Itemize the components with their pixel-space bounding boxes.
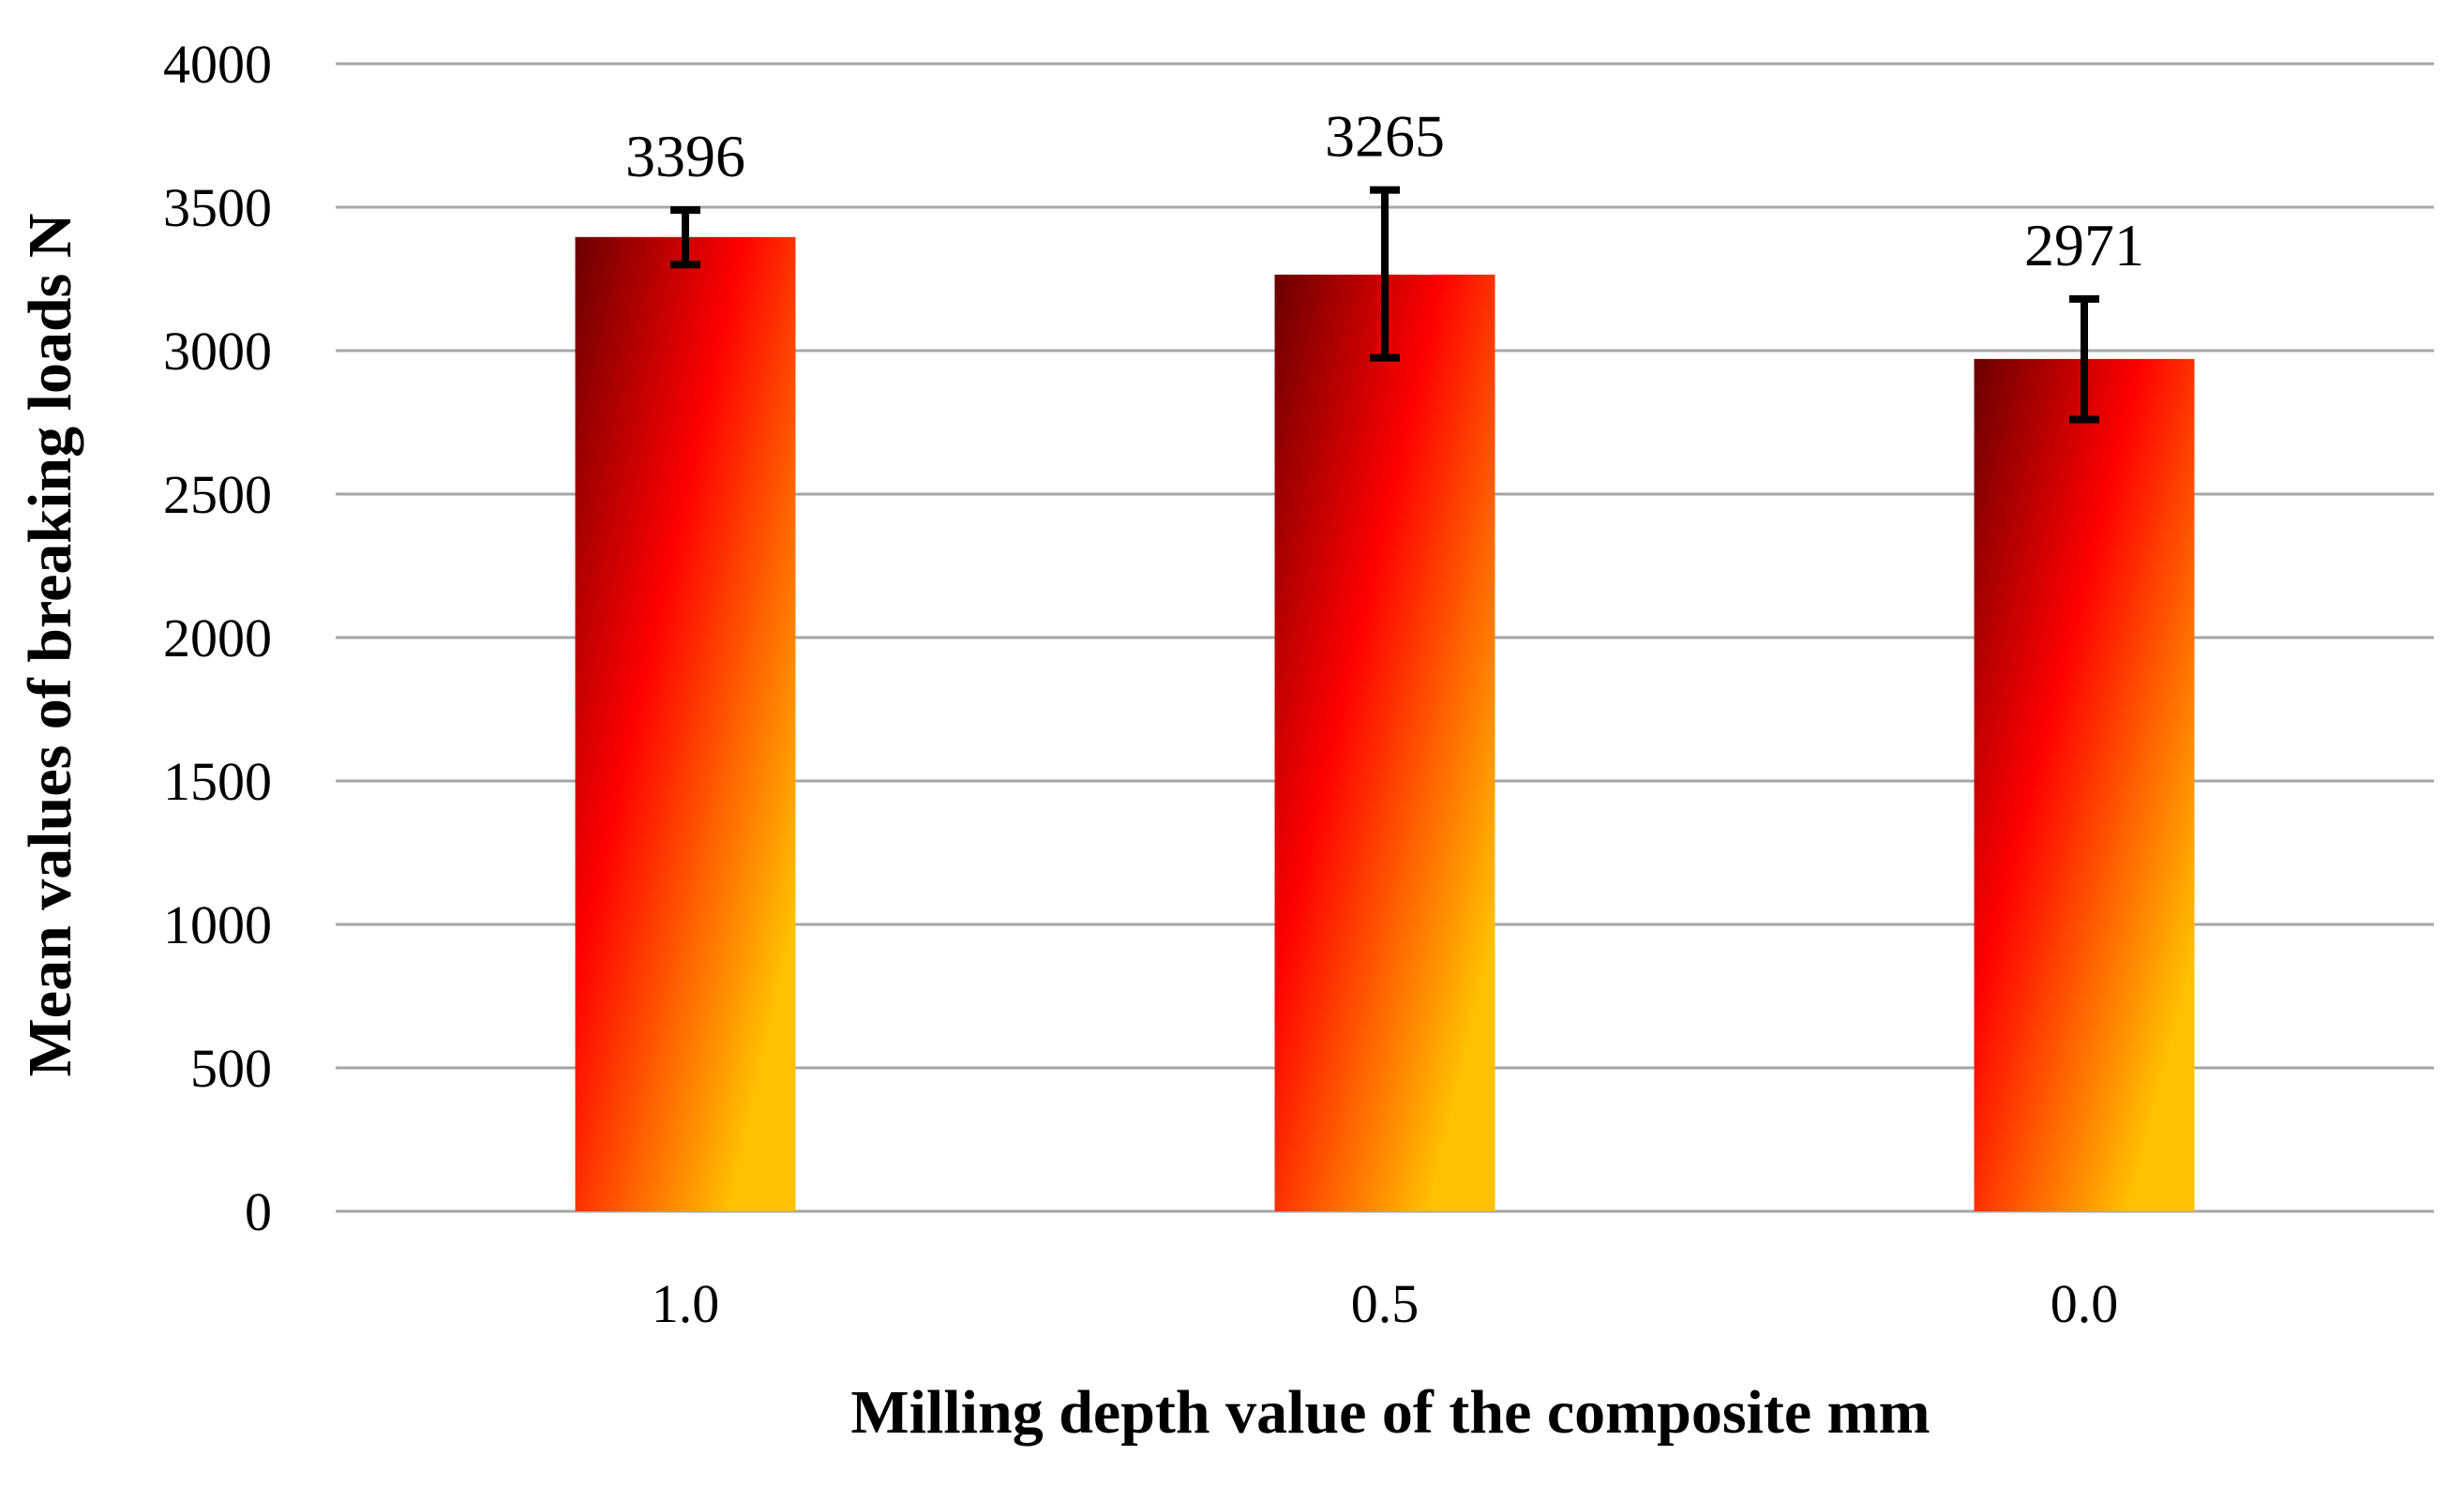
y-tick-label: 500 [190, 1038, 272, 1099]
data-labels: 3396 3265 2971 [625, 103, 2144, 278]
y-tick-label: 3000 [163, 321, 272, 382]
x-axis-title: Milling depth value of the composite mm [850, 1378, 1930, 1447]
bars [575, 236, 2195, 1212]
y-tick-label: 2500 [163, 464, 272, 525]
y-tick-label: 2000 [163, 608, 272, 668]
error-bar [670, 206, 700, 269]
error-bars [670, 186, 2099, 424]
y-tick-label: 3500 [163, 177, 272, 238]
x-tick-label: 0.5 [1351, 1273, 1420, 1334]
bar [575, 236, 796, 1212]
x-tick-label: 0.0 [2051, 1273, 2119, 1334]
y-axis-title: Mean values of breaking loads N [16, 213, 84, 1076]
bar [1974, 358, 2195, 1211]
y-axis-ticks: 0 500 1000 1500 2000 2500 3000 3500 4000 [163, 34, 272, 1242]
data-label: 3396 [625, 123, 745, 189]
y-tick-label: 0 [245, 1181, 272, 1242]
bar [1274, 274, 1495, 1211]
y-tick-label: 1500 [163, 751, 272, 812]
error-bar [1370, 186, 1400, 362]
x-axis-ticks: 1.0 0.5 0.0 [652, 1273, 2119, 1334]
data-label: 2971 [2024, 212, 2144, 278]
y-tick-label: 4000 [163, 34, 272, 95]
x-tick-label: 1.0 [652, 1273, 720, 1334]
data-label: 3265 [1325, 103, 1445, 170]
error-bar [2069, 294, 2099, 424]
y-tick-label: 1000 [163, 894, 272, 955]
